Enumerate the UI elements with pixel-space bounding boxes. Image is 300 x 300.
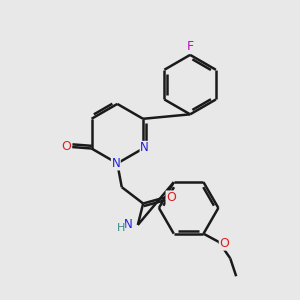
Text: O: O — [61, 140, 70, 153]
Text: O: O — [166, 191, 176, 204]
Text: H: H — [116, 224, 125, 233]
Text: F: F — [187, 40, 194, 53]
Text: N: N — [111, 157, 120, 170]
Text: N: N — [124, 218, 133, 231]
Text: N: N — [140, 141, 149, 154]
Text: O: O — [219, 237, 229, 250]
